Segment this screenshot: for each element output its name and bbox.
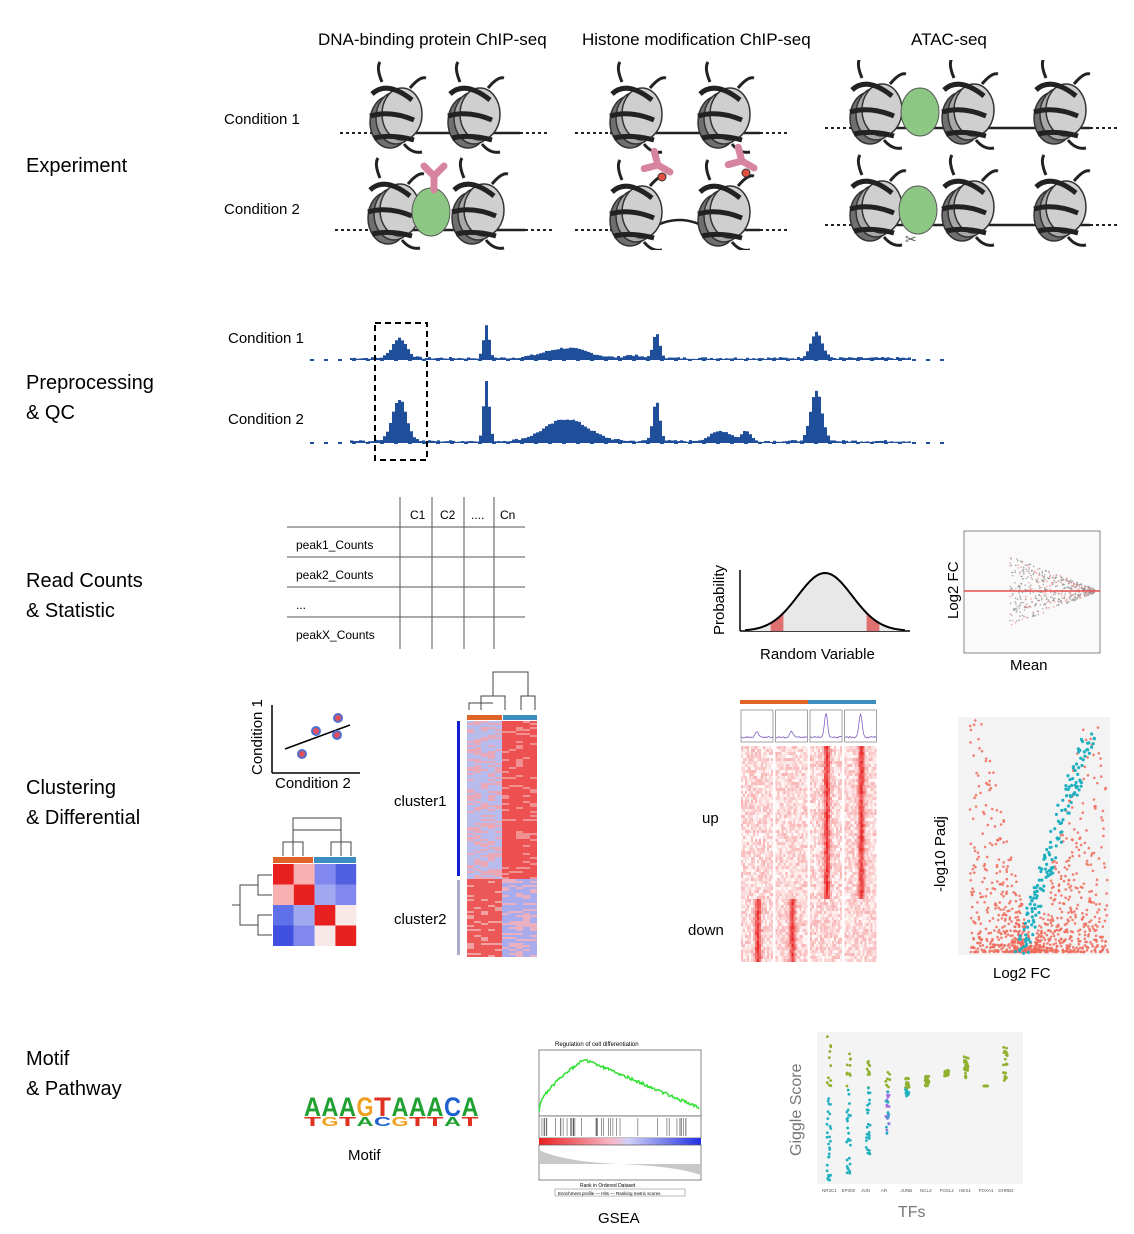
ma-xlabel: Mean bbox=[1010, 657, 1048, 674]
motif-label: Motif bbox=[348, 1147, 381, 1164]
binding-protein-icon bbox=[411, 187, 451, 237]
gsea-legend: Enrichment profile — Hits — Ranking metr… bbox=[558, 1191, 661, 1196]
experiment-schematics: ✂ bbox=[335, 60, 1120, 250]
distribution-plot: Probability Random Variable bbox=[711, 564, 910, 663]
column-header-dna-chip: DNA-binding protein ChIP-seq bbox=[318, 30, 547, 49]
giggle-tick-label: EP300 bbox=[842, 1188, 856, 1193]
table-col-c1: C1 bbox=[410, 508, 426, 522]
scatter-xlabel: Condition 2 bbox=[275, 775, 351, 792]
section-motif: Motif & Pathway bbox=[26, 1044, 122, 1104]
giggle-tick-label: JUNB bbox=[900, 1188, 912, 1193]
track-condition2-label: Condition 2 bbox=[228, 411, 304, 428]
volcano-plot: -log10 Padj Log2 FC bbox=[932, 717, 1110, 982]
section-clustering: Clustering & Differential bbox=[26, 773, 140, 833]
giggle-tick-label: JUN bbox=[861, 1188, 870, 1193]
correlation-heatmap bbox=[232, 817, 357, 946]
section-motif-line1: Motif bbox=[26, 1048, 70, 1070]
giggle-tick-label: NCL3 bbox=[920, 1188, 932, 1193]
volcano-ylabel: -log10 Padj bbox=[932, 816, 949, 892]
section-experiment: Experiment bbox=[26, 155, 128, 177]
profile-up-label: up bbox=[702, 810, 719, 827]
profile-heatmap bbox=[740, 700, 877, 962]
gsea-plot: Regulation of cell differentiation Rank … bbox=[538, 1042, 702, 1197]
cluster-heatmap bbox=[457, 671, 537, 957]
heatmap-cluster1-label: cluster1 bbox=[394, 793, 447, 810]
count-table: C1 C2 .... Cn peak1_Counts peak2_Counts … bbox=[287, 497, 525, 649]
column-header-atac-seq: ATAC-seq bbox=[911, 30, 987, 49]
giggle-plot: Giggle Score NR3C1 EP300 JUN AR JUNB NCL3 FOSL… bbox=[788, 1032, 1023, 1221]
experiment-condition2-label: Condition 2 bbox=[224, 201, 300, 218]
giggle-ylabel: Giggle Score bbox=[788, 1063, 805, 1156]
section-preprocessing: Preprocessing & QC bbox=[26, 368, 154, 428]
table-col-dots: .... bbox=[471, 508, 484, 522]
distribution-ylabel: Probability bbox=[711, 564, 728, 635]
section-clustering-line2: & Differential bbox=[26, 807, 141, 829]
coverage-track-condition2 bbox=[310, 381, 950, 444]
histone-chip-condition2 bbox=[575, 147, 790, 250]
column-header-histone-chip: Histone modification ChIP-seq bbox=[582, 30, 811, 49]
giggle-tick-label: FOSL2 bbox=[940, 1188, 955, 1193]
section-readcounts-line2: & Statistic bbox=[26, 600, 115, 622]
table-row-peakx: peakX_Counts bbox=[296, 628, 375, 642]
table-col-c2: C2 bbox=[440, 508, 456, 522]
atac-condition2: ✂ bbox=[825, 155, 1120, 247]
table-col-cn: Cn bbox=[500, 508, 515, 522]
experiment-condition1-label: Condition 1 bbox=[224, 111, 300, 128]
giggle-tick-label: HES1 bbox=[959, 1188, 971, 1193]
ma-ylabel: Log2 FC bbox=[945, 561, 962, 619]
profile-down-label: down bbox=[688, 922, 724, 939]
section-motif-line2: & Pathway bbox=[26, 1078, 122, 1100]
atac-condition1 bbox=[825, 60, 1120, 148]
giggle-xlabel: TFs bbox=[898, 1204, 926, 1221]
coverage-track-condition1 bbox=[310, 325, 950, 361]
dna-chip-condition1 bbox=[340, 62, 550, 152]
histone-chip-condition1 bbox=[575, 62, 790, 152]
section-clustering-line1: Clustering bbox=[26, 777, 117, 799]
giggle-tick-label: FOXA1 bbox=[979, 1188, 994, 1193]
section-readcounts: Read Counts & Statistic bbox=[26, 566, 143, 626]
section-preprocessing-line1: Preprocessing bbox=[26, 372, 154, 394]
table-row-peak1: peak1_Counts bbox=[296, 538, 373, 552]
volcano-xlabel: Log2 FC bbox=[993, 965, 1051, 982]
heatmap-cluster2-label: cluster2 bbox=[394, 911, 447, 928]
gsea-label: GSEA bbox=[598, 1210, 640, 1227]
table-row-ellipsis: ... bbox=[296, 598, 306, 612]
ma-plot: Log2 FC Mean bbox=[945, 530, 1101, 674]
gsea-title: Regulation of cell differentiation bbox=[555, 1042, 639, 1048]
dna-chip-condition2 bbox=[335, 158, 555, 248]
track-condition1-label: Condition 1 bbox=[228, 330, 304, 347]
coverage-tracks bbox=[310, 322, 950, 461]
section-preprocessing-line2: & QC bbox=[26, 402, 75, 424]
motif-logo: A A A G T A A A C AT G T A C G T T A T bbox=[304, 1092, 479, 1129]
giggle-tick-label: DHRB2 bbox=[998, 1188, 1014, 1193]
giggle-tick-label: NR3C1 bbox=[822, 1188, 837, 1193]
scatter-ylabel: Condition 1 bbox=[249, 699, 266, 775]
highlight-box bbox=[374, 322, 428, 461]
distribution-xlabel: Random Variable bbox=[760, 646, 875, 663]
gsea-xlabel: Rank in Ordered Dataset bbox=[580, 1183, 636, 1189]
table-row-peak2: peak2_Counts bbox=[296, 568, 373, 582]
scissors-icon: ✂ bbox=[905, 231, 917, 247]
giggle-tick-label: AR bbox=[881, 1188, 888, 1193]
section-readcounts-line1: Read Counts bbox=[26, 570, 143, 592]
correlation-scatter: Condition 1 Condition 2 bbox=[249, 699, 360, 792]
